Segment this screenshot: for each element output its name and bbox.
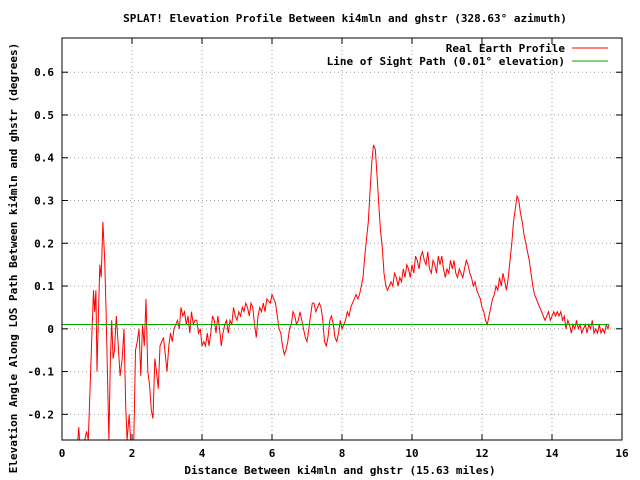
y-tick-label: 0.2 bbox=[34, 237, 54, 250]
legend-label-line-of-sight: Line of Sight Path (0.01° elevation) bbox=[327, 55, 565, 68]
y-tick-label: 0.5 bbox=[34, 109, 54, 122]
real-earth-profile-line bbox=[77, 144, 610, 440]
y-tick-label: 0.6 bbox=[34, 66, 54, 79]
x-axis-ticks: 0 2 4 6 8 10 12 14 16 bbox=[59, 38, 629, 460]
y-tick-label: -0.2 bbox=[28, 408, 55, 421]
y-tick-label: 0.1 bbox=[34, 280, 54, 293]
x-tick-label: 16 bbox=[615, 447, 629, 460]
x-tick-label: 2 bbox=[129, 447, 136, 460]
y-axis-label: Elevation Angle Along LOS Path Between k… bbox=[7, 43, 20, 473]
y-tick-label: -0.1 bbox=[28, 366, 55, 379]
x-tick-label: 6 bbox=[269, 447, 276, 460]
x-tick-label: 8 bbox=[339, 447, 346, 460]
x-tick-label: 10 bbox=[405, 447, 418, 460]
x-tick-label: 0 bbox=[59, 447, 66, 460]
chart-title: SPLAT! Elevation Profile Between ki4mln … bbox=[123, 12, 567, 25]
x-axis-label: Distance Between ki4mln and ghstr (15.63… bbox=[184, 464, 495, 477]
series-group bbox=[62, 144, 610, 440]
y-tick-label: 0.4 bbox=[34, 152, 54, 165]
x-tick-label: 4 bbox=[199, 447, 206, 460]
x-tick-label: 14 bbox=[545, 447, 559, 460]
y-axis-ticks: -0.2 -0.1 0 0.1 0.2 0.3 0.4 0.5 0.6 bbox=[28, 66, 622, 421]
legend: Real Earth Profile Line of Sight Path (0… bbox=[327, 42, 608, 68]
y-tick-label: 0.3 bbox=[34, 195, 54, 208]
legend-label-real-earth: Real Earth Profile bbox=[446, 42, 566, 55]
y-tick-label: 0 bbox=[47, 323, 54, 336]
x-tick-label: 12 bbox=[475, 447, 488, 460]
grid bbox=[62, 38, 622, 440]
